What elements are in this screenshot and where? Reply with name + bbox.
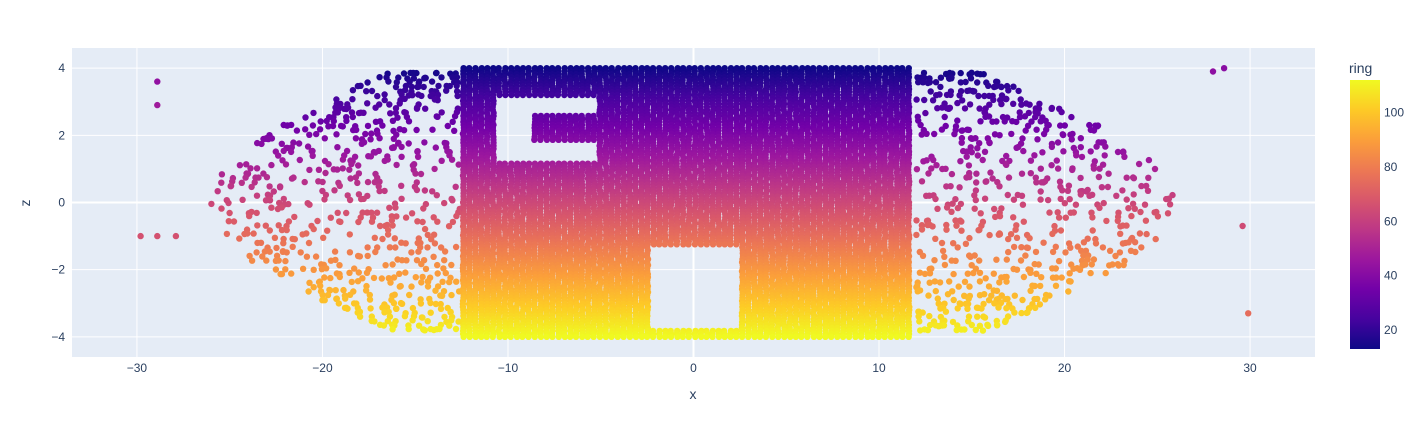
- data-point: [531, 136, 538, 143]
- data-points: [137, 65, 1252, 340]
- data-point: [656, 241, 663, 248]
- data-point: [585, 136, 592, 143]
- data-point: [673, 241, 680, 248]
- data-point: [716, 241, 723, 248]
- data-point: [573, 136, 580, 143]
- data-point: [685, 241, 692, 248]
- data-point: [691, 241, 699, 248]
- data-point: [709, 241, 717, 248]
- data-point: [549, 136, 556, 143]
- data-point: [667, 241, 674, 248]
- data-point: [579, 91, 586, 99]
- data-point: [513, 91, 521, 99]
- data-point: [733, 241, 740, 248]
- data-point: [554, 91, 562, 99]
- data-point: [578, 136, 586, 143]
- data-point: [537, 91, 545, 99]
- data-point: [703, 241, 710, 248]
- data-point: [572, 91, 579, 99]
- data-point: [727, 241, 734, 248]
- data-point: [526, 91, 533, 99]
- data-point: [519, 91, 527, 99]
- data-point: [590, 136, 597, 143]
- data-point: [584, 91, 591, 99]
- data-point: [543, 136, 551, 143]
- data-point: [697, 241, 705, 248]
- data-point: [661, 241, 668, 248]
- data-point: [561, 136, 568, 143]
- data-point: [567, 91, 574, 99]
- data-point: [590, 91, 597, 99]
- data-point: [531, 91, 539, 99]
- data-point: [543, 91, 551, 99]
- data-point: [496, 91, 503, 99]
- data-point: [502, 91, 509, 99]
- data-point: [567, 136, 574, 143]
- data-point: [548, 91, 556, 99]
- data-point: [721, 241, 728, 248]
- data-point: [555, 136, 562, 143]
- data-point: [508, 91, 515, 99]
- data-point: [537, 136, 544, 143]
- data-point: [561, 91, 568, 99]
